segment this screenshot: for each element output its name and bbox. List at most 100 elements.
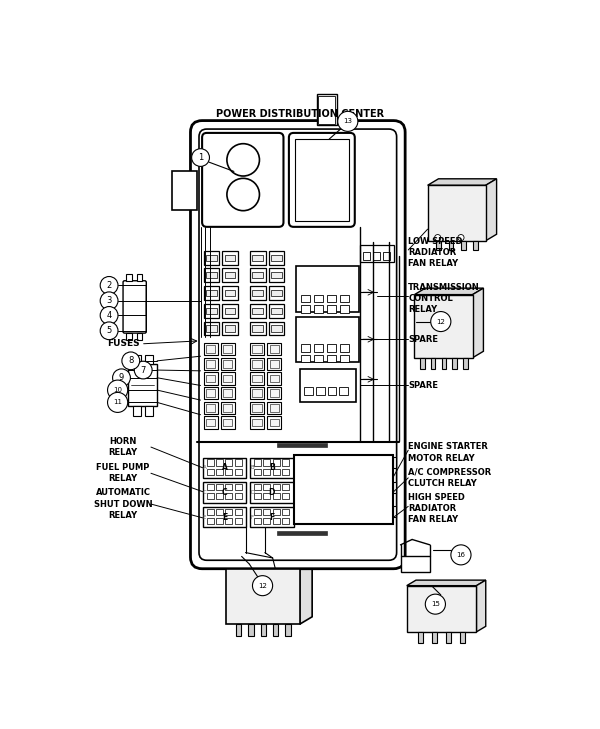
- Bar: [235, 518, 242, 524]
- Bar: [223, 360, 232, 367]
- Text: ENGINE STARTER
MOTOR RELAY: ENGINE STARTER MOTOR RELAY: [408, 443, 488, 462]
- Text: LOW SPEED
RADIATOR
FAN RELAY: LOW SPEED RADIATOR FAN RELAY: [408, 237, 463, 268]
- Polygon shape: [476, 580, 486, 632]
- Circle shape: [122, 352, 140, 370]
- Bar: [253, 325, 263, 332]
- Bar: [301, 355, 310, 362]
- Bar: [263, 518, 271, 524]
- Text: FUEL PUMP
RELAY: FUEL PUMP RELAY: [97, 463, 150, 483]
- Bar: [235, 509, 242, 515]
- Bar: [206, 290, 217, 296]
- Text: 8: 8: [128, 356, 133, 365]
- Text: E: E: [203, 515, 206, 520]
- Text: HORN
RELAY: HORN RELAY: [109, 437, 137, 457]
- Bar: [272, 518, 280, 524]
- Bar: [295, 139, 349, 221]
- Bar: [133, 355, 141, 364]
- Text: C: C: [203, 490, 206, 495]
- Bar: [254, 518, 261, 524]
- Bar: [267, 373, 281, 385]
- Bar: [267, 387, 281, 399]
- Bar: [172, 171, 197, 210]
- Bar: [420, 358, 425, 369]
- Bar: [235, 494, 242, 499]
- Circle shape: [338, 112, 358, 131]
- Circle shape: [451, 545, 471, 565]
- Bar: [203, 483, 246, 502]
- Circle shape: [100, 307, 118, 324]
- Bar: [316, 387, 325, 394]
- Bar: [250, 268, 266, 282]
- Bar: [253, 272, 263, 278]
- Bar: [267, 343, 281, 356]
- Bar: [383, 252, 391, 260]
- Bar: [415, 295, 473, 358]
- Bar: [340, 295, 349, 303]
- Text: SPARE: SPARE: [408, 335, 438, 344]
- Bar: [216, 518, 223, 524]
- Bar: [236, 624, 241, 636]
- Circle shape: [107, 392, 128, 413]
- Bar: [327, 344, 336, 351]
- Bar: [226, 494, 232, 499]
- Text: 12: 12: [258, 582, 267, 589]
- Bar: [203, 304, 219, 318]
- Bar: [304, 387, 313, 394]
- Bar: [269, 346, 279, 353]
- Text: TRANSMISSION
CONTROL
RELAY: TRANSMISSION CONTROL RELAY: [408, 283, 480, 314]
- Text: 2: 2: [106, 281, 112, 290]
- Circle shape: [458, 235, 464, 241]
- Bar: [253, 375, 262, 383]
- Bar: [277, 531, 327, 535]
- Bar: [207, 484, 214, 490]
- Bar: [267, 402, 281, 414]
- Bar: [250, 416, 264, 429]
- Bar: [271, 272, 282, 278]
- Bar: [473, 241, 478, 250]
- Bar: [250, 286, 266, 300]
- Text: FUSES: FUSES: [107, 340, 139, 348]
- Bar: [137, 274, 142, 281]
- Bar: [293, 455, 393, 524]
- Bar: [300, 369, 356, 402]
- Bar: [296, 317, 359, 362]
- Bar: [250, 321, 266, 335]
- Bar: [269, 286, 284, 300]
- Bar: [235, 484, 242, 490]
- Bar: [206, 325, 217, 332]
- Bar: [203, 321, 219, 335]
- Circle shape: [100, 322, 118, 340]
- Text: C: C: [222, 488, 227, 497]
- Circle shape: [227, 179, 259, 211]
- Bar: [250, 343, 264, 356]
- Bar: [221, 343, 235, 356]
- Polygon shape: [486, 179, 497, 241]
- Bar: [296, 266, 359, 312]
- Bar: [203, 458, 246, 478]
- Polygon shape: [473, 288, 484, 358]
- Bar: [203, 286, 219, 300]
- Bar: [206, 404, 215, 412]
- Bar: [250, 507, 293, 527]
- Circle shape: [191, 149, 209, 166]
- Bar: [340, 305, 349, 313]
- Bar: [442, 358, 446, 369]
- Bar: [126, 274, 131, 281]
- Bar: [145, 406, 152, 416]
- Bar: [463, 358, 468, 369]
- Bar: [222, 286, 238, 300]
- Bar: [267, 358, 281, 370]
- Bar: [207, 459, 214, 466]
- Bar: [317, 95, 337, 125]
- Bar: [250, 387, 264, 399]
- Bar: [272, 459, 280, 466]
- Text: 7: 7: [140, 365, 146, 375]
- Bar: [282, 518, 289, 524]
- Polygon shape: [428, 179, 497, 185]
- Bar: [203, 343, 218, 356]
- Bar: [432, 632, 437, 643]
- Bar: [222, 251, 238, 265]
- Bar: [203, 416, 218, 429]
- Bar: [253, 389, 262, 397]
- Circle shape: [227, 144, 259, 176]
